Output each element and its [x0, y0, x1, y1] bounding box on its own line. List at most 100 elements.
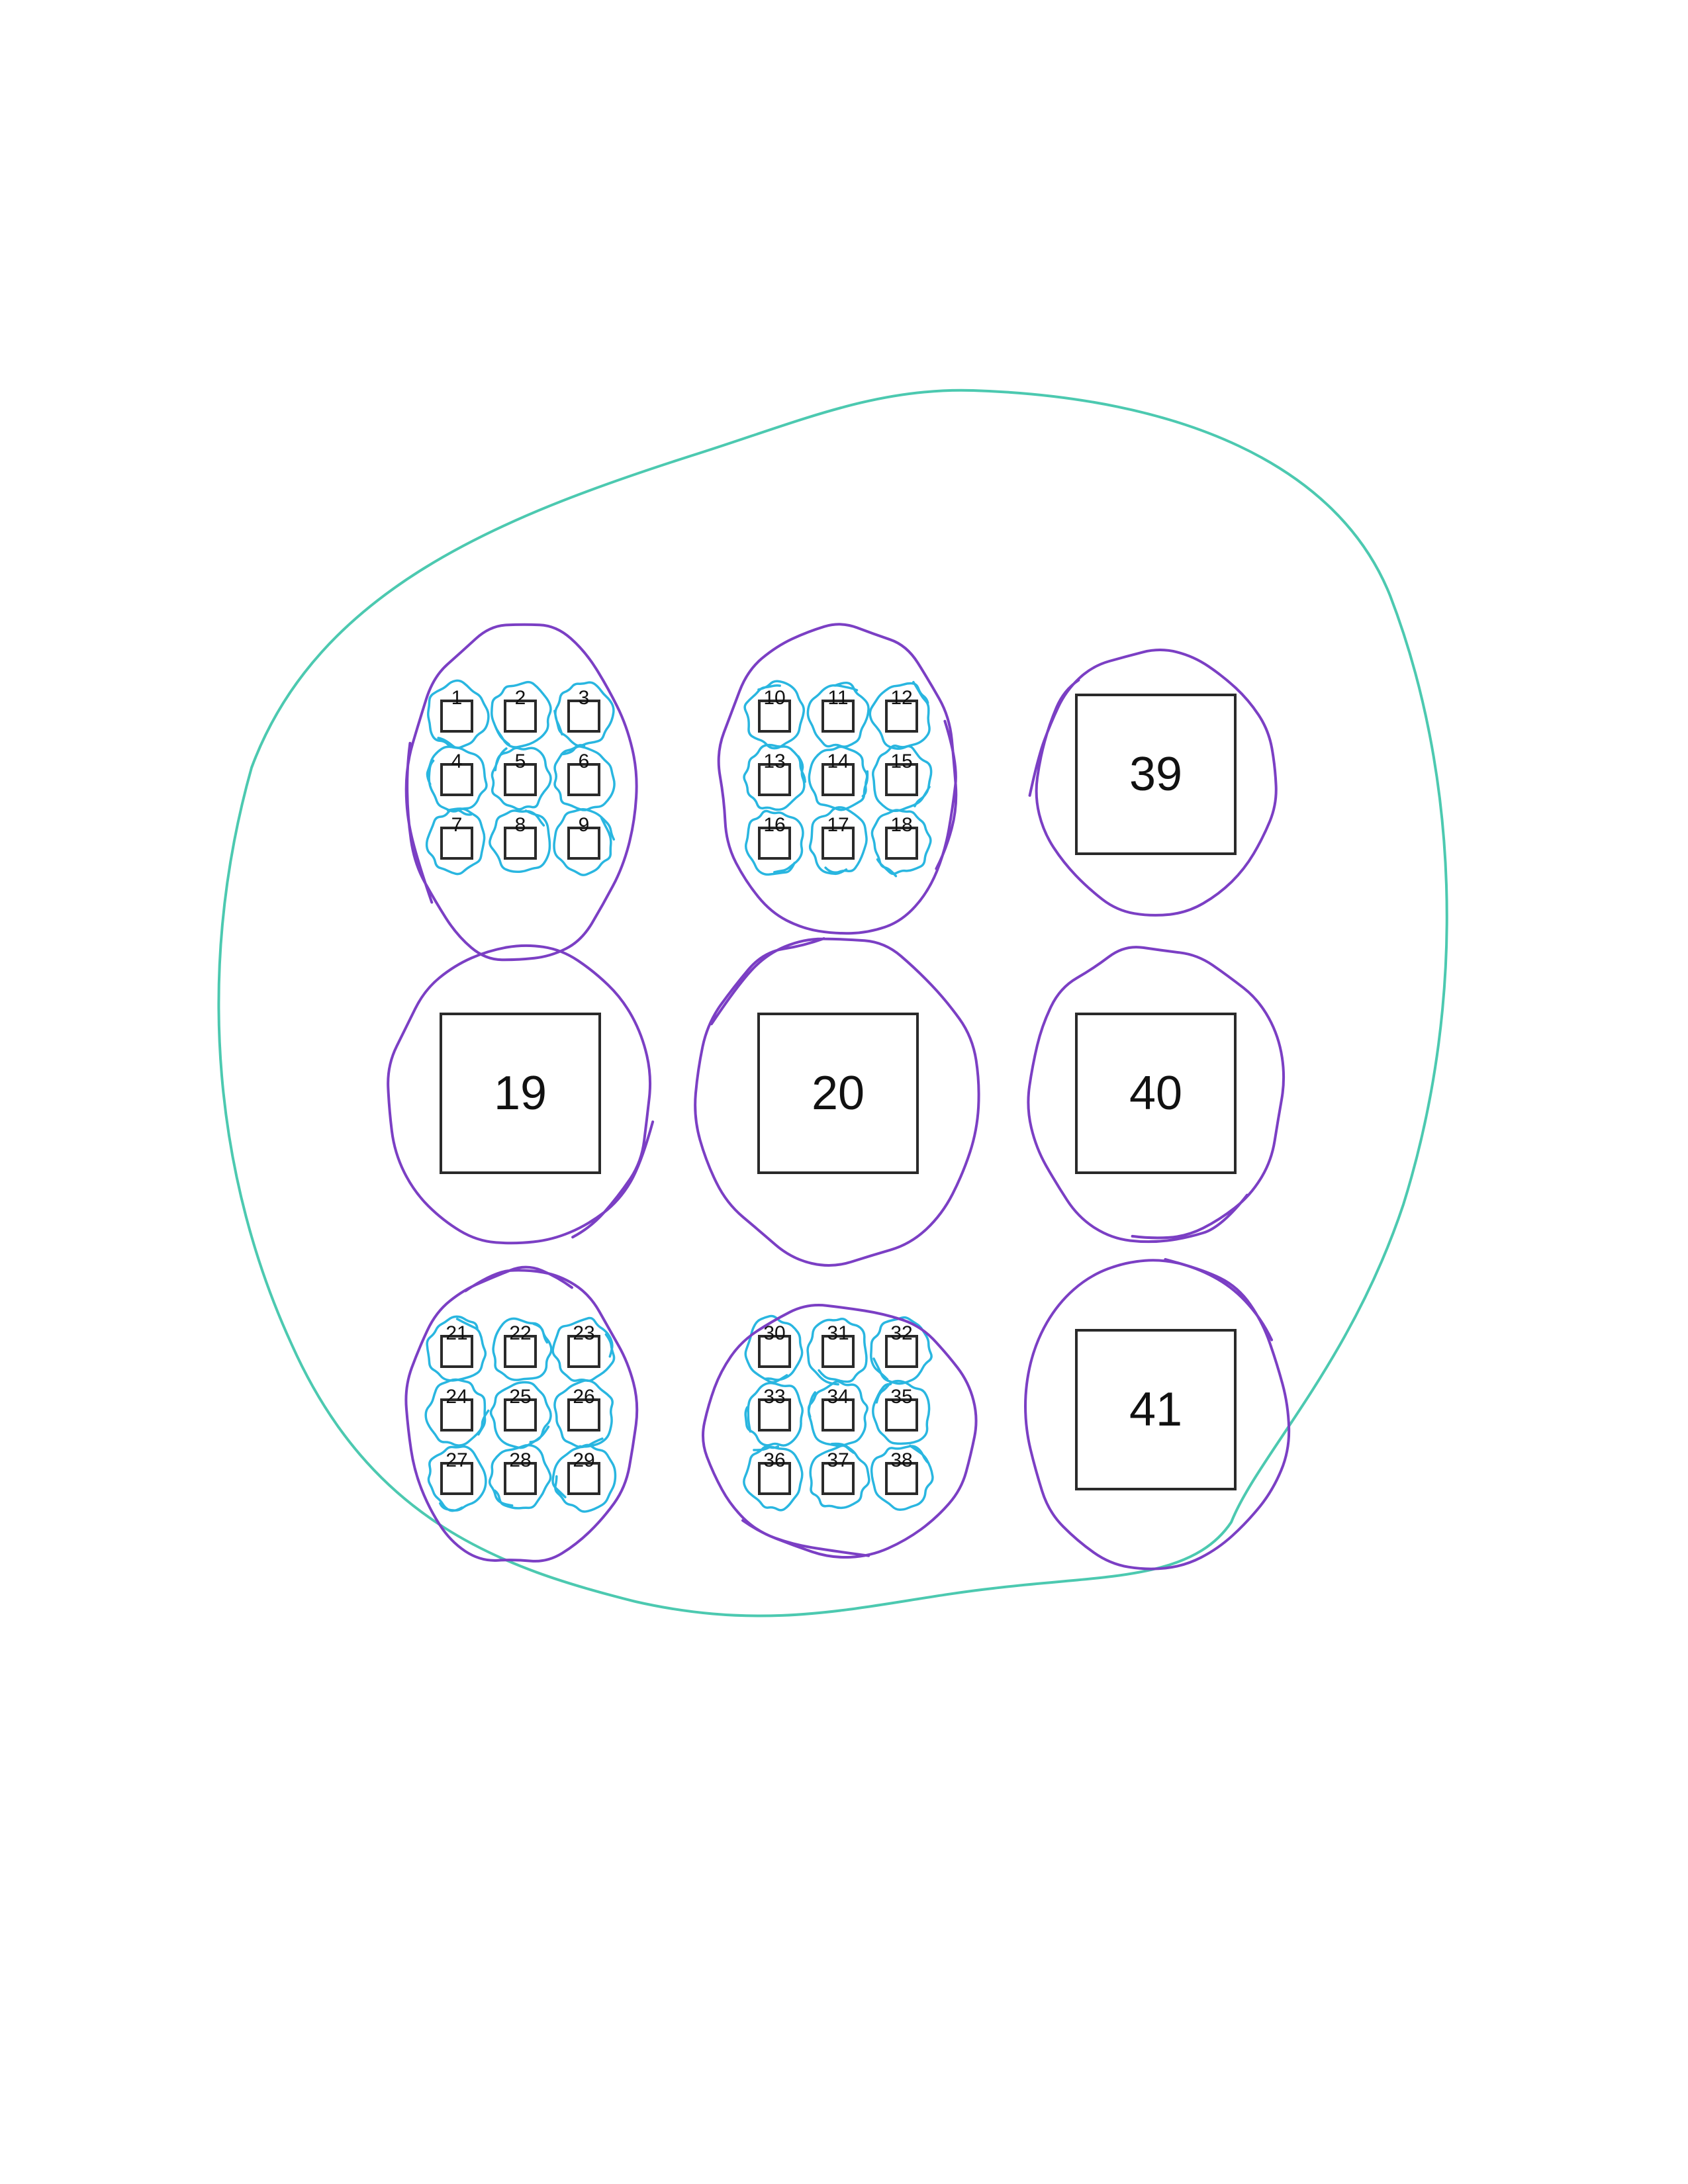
item-box — [885, 1462, 918, 1495]
item-3: 3 — [553, 681, 615, 747]
group-loop — [1023, 1257, 1291, 1570]
group-label: 40 — [1129, 1067, 1182, 1120]
item-29: 29 — [551, 1443, 617, 1513]
item-loop — [491, 680, 552, 749]
item-label: 29 — [573, 1449, 594, 1471]
item-box — [885, 763, 918, 796]
item-label: 38 — [890, 1449, 912, 1471]
item-27: 27 — [427, 1445, 487, 1512]
group-loop — [717, 623, 958, 935]
item-loop — [488, 1443, 552, 1510]
item-37: 37 — [809, 1442, 870, 1510]
item-1: 1 — [427, 679, 490, 749]
item-box — [504, 1462, 537, 1495]
item-30: 30 — [744, 1314, 804, 1384]
group-box — [1075, 1013, 1237, 1174]
item-17: 17 — [808, 806, 868, 876]
item-box — [440, 827, 473, 860]
item-14: 14 — [808, 745, 869, 811]
item-loop — [424, 1378, 490, 1447]
item-loop — [427, 679, 490, 749]
group-loop — [701, 1304, 978, 1559]
single-group: 40 — [1027, 946, 1286, 1244]
item-loop — [745, 809, 804, 876]
item-label: 31 — [827, 1322, 849, 1344]
item-loop — [425, 807, 486, 876]
item-label: 11 — [827, 687, 848, 709]
item-label: 14 — [827, 751, 849, 772]
item-box — [758, 1398, 791, 1432]
group-loop — [404, 1265, 639, 1563]
item-loop — [427, 1445, 487, 1512]
item-label: 16 — [763, 814, 785, 836]
item-label: 36 — [763, 1449, 785, 1471]
item-label: 35 — [890, 1386, 912, 1408]
group-box — [1075, 694, 1237, 855]
item-label: 7 — [451, 814, 463, 836]
item-loop — [807, 1380, 868, 1447]
item-box — [567, 1462, 600, 1495]
item-loop — [491, 747, 552, 811]
group-loop — [387, 944, 655, 1245]
item-loop — [426, 745, 488, 813]
item-15: 15 — [871, 745, 933, 812]
item-box — [504, 763, 537, 796]
item-33: 33 — [744, 1382, 804, 1447]
item-label: 4 — [451, 751, 463, 772]
item-box — [440, 1335, 473, 1368]
item-loop — [744, 1314, 804, 1384]
grid-group: 1 2 3 4 5 6 7 8 9 — [404, 623, 638, 962]
item-label: 3 — [579, 687, 590, 709]
item-25: 25 — [489, 1381, 552, 1449]
item-box — [440, 1462, 473, 1495]
item-label: 18 — [890, 814, 912, 836]
item-loop — [808, 806, 868, 876]
item-label: 2 — [515, 687, 526, 709]
item-8: 8 — [489, 809, 551, 874]
item-34: 34 — [807, 1380, 868, 1447]
group-box — [440, 1013, 601, 1174]
item-box — [567, 827, 600, 860]
item-label: 21 — [445, 1322, 467, 1344]
item-label: 8 — [515, 814, 526, 836]
item-loop — [744, 1382, 804, 1447]
item-loop — [426, 1315, 487, 1382]
item-22: 22 — [492, 1317, 553, 1381]
item-box — [567, 1335, 600, 1368]
group-label: 19 — [494, 1067, 547, 1120]
item-loop — [809, 1442, 870, 1510]
grid-group: 21 22 23 24 25 26 27 28 29 — [404, 1265, 639, 1563]
item-label: 24 — [445, 1386, 467, 1408]
item-loop — [551, 1316, 616, 1383]
item-label: 5 — [515, 751, 526, 772]
item-loop — [871, 745, 933, 812]
item-16: 16 — [745, 809, 804, 876]
item-box — [758, 827, 791, 860]
item-loop — [808, 745, 869, 811]
item-box — [885, 700, 918, 733]
item-box — [504, 827, 537, 860]
item-box — [885, 1398, 918, 1432]
item-box — [821, 1398, 855, 1432]
item-box — [504, 1398, 537, 1432]
group-loop — [1027, 946, 1286, 1244]
single-group: 41 — [1023, 1257, 1291, 1570]
single-group: 19 — [387, 944, 655, 1245]
item-label: 10 — [763, 687, 785, 709]
item-28: 28 — [488, 1443, 552, 1510]
item-label: 34 — [827, 1386, 849, 1408]
item-11: 11 — [806, 681, 870, 748]
item-box — [440, 1398, 473, 1432]
item-box — [821, 827, 855, 860]
group-label: 39 — [1129, 748, 1182, 801]
item-box — [758, 763, 791, 796]
item-label: 27 — [445, 1449, 467, 1471]
item-loop — [489, 809, 551, 874]
item-box — [758, 1462, 791, 1495]
item-label: 1 — [451, 687, 463, 709]
item-26: 26 — [553, 1379, 614, 1449]
item-label: 13 — [763, 751, 785, 772]
item-18: 18 — [870, 809, 932, 878]
group-label: 20 — [812, 1067, 865, 1120]
item-label: 37 — [827, 1449, 849, 1471]
